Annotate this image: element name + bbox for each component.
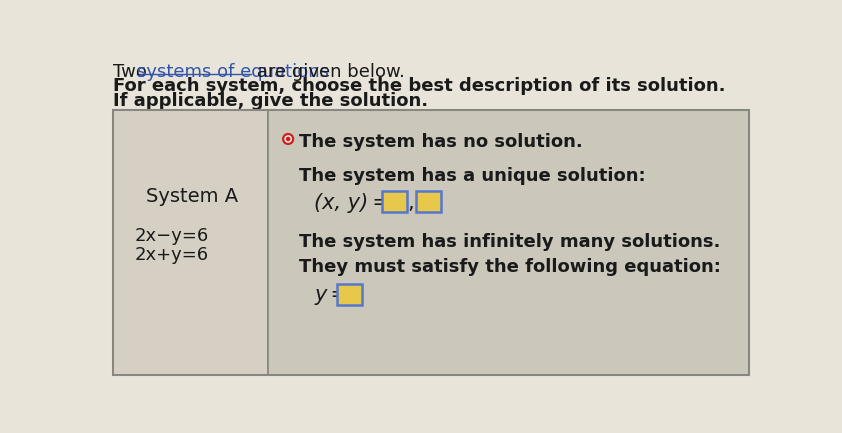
Text: are given below.: are given below. [251, 63, 405, 81]
Text: For each system, choose the best description of its solution.: For each system, choose the best descrip… [113, 78, 726, 95]
Text: y =: y = [315, 285, 353, 305]
Text: The system has no solution.: The system has no solution. [299, 133, 583, 151]
FancyBboxPatch shape [416, 191, 441, 212]
Text: ,: , [408, 193, 414, 213]
Text: systems of equations: systems of equations [137, 63, 329, 81]
Circle shape [286, 137, 290, 141]
Text: (x, y) =: (x, y) = [315, 193, 395, 213]
FancyBboxPatch shape [337, 284, 362, 304]
Text: System A: System A [147, 187, 238, 206]
Circle shape [283, 133, 294, 144]
Text: They must satisfy the following equation:: They must satisfy the following equation… [299, 259, 721, 276]
Text: 2x−y=6: 2x−y=6 [135, 227, 209, 245]
FancyBboxPatch shape [268, 110, 749, 375]
Text: The system has infinitely many solutions.: The system has infinitely many solutions… [299, 233, 721, 251]
FancyBboxPatch shape [382, 191, 407, 212]
Text: The system has a unique solution:: The system has a unique solution: [299, 167, 646, 185]
Text: 2x+y=6: 2x+y=6 [135, 246, 209, 264]
FancyBboxPatch shape [113, 110, 268, 375]
Circle shape [285, 136, 291, 142]
Text: Two: Two [113, 63, 152, 81]
Text: If applicable, give the solution.: If applicable, give the solution. [113, 92, 428, 110]
